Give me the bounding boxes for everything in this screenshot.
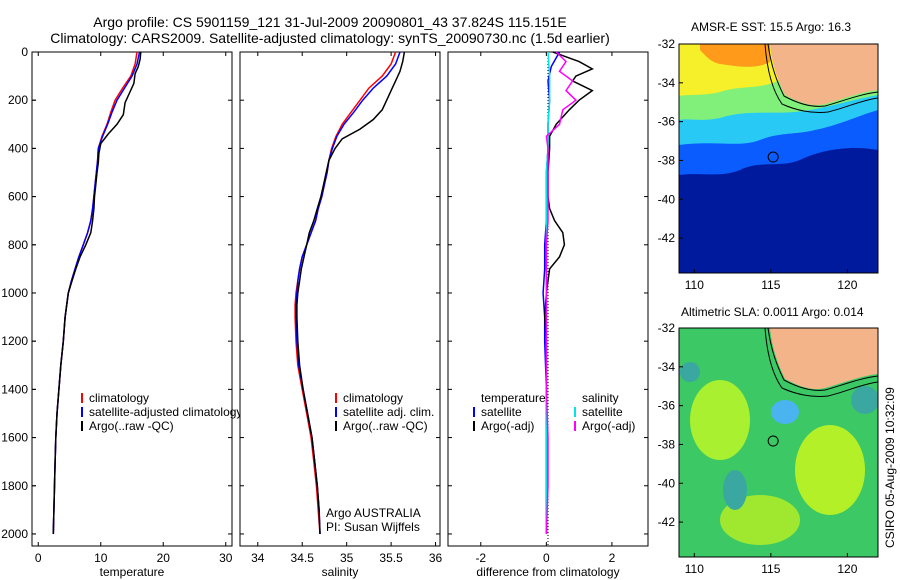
- owner-annotation: Argo AUSTRALIA: [326, 506, 421, 520]
- legend-entry: Argo(..raw -QC): [89, 419, 174, 433]
- sst-isobath: [764, 44, 878, 113]
- sla-blob-5: [723, 470, 747, 510]
- map-y-tick-label: -42: [658, 231, 676, 245]
- legend-entry: satellite-adjusted climatology: [89, 405, 242, 419]
- series-line-salinity-argo-adj-: [545, 51, 578, 535]
- legend-entry: satellite adj. clim.: [343, 405, 434, 419]
- x-tick-label: 35.5: [379, 551, 403, 565]
- map-x-tick-label: 120: [837, 562, 857, 576]
- legend-title-salinity: salinity: [582, 391, 619, 405]
- legend-entry: Argo(..raw -QC): [343, 419, 428, 433]
- legend-entry: satellite: [582, 405, 623, 419]
- depth-tick-label: 800: [8, 238, 28, 252]
- x-tick-label: 2: [609, 551, 616, 565]
- owner-annotation: PI: Susan Wijffels: [326, 520, 420, 534]
- temperature-axes-frame: [31, 51, 233, 547]
- map-y-tick-label: -40: [658, 192, 676, 206]
- x-tick-label: 36: [429, 551, 443, 565]
- sla-map-title: Altimetric SLA: 0.0011 Argo: 0.014: [681, 305, 864, 319]
- salinity-axes-frame: [239, 51, 441, 547]
- sla-blob-2: [795, 425, 865, 515]
- sla-map-frame: [678, 327, 879, 558]
- x-tick-label: 34: [251, 551, 265, 565]
- depth-tick-label: 1200: [1, 334, 28, 348]
- depth-tick-label: 1600: [1, 431, 28, 445]
- legend-entry: Argo(-adj): [481, 419, 534, 433]
- map-y-tick-label: -40: [658, 476, 676, 490]
- header-line-2: Climatology: CARS2009. Satellite-adjuste…: [50, 30, 610, 46]
- salinity-panel: 34 34.5 35 35.5 36 salinity climatologysatelli…: [239, 51, 443, 579]
- map-y-tick-label: -38: [658, 153, 676, 167]
- legend-entry: climatology: [89, 391, 149, 405]
- map-x-tick-label: 120: [837, 278, 857, 292]
- depth-tick-label: 1400: [1, 382, 28, 396]
- x-tick-label: 0: [543, 551, 550, 565]
- map-y-tick-label: -32: [658, 37, 676, 51]
- sst-coastline: [767, 44, 878, 107]
- map-y-tick-label: -34: [658, 360, 676, 374]
- map-y-tick-label: -36: [658, 399, 676, 413]
- depth-tick-label: 0: [21, 45, 28, 59]
- depth-tick-label: 1800: [1, 479, 28, 493]
- x-tick-label: 0: [35, 551, 42, 565]
- sla-blob-1: [690, 380, 750, 460]
- x-axis-label: temperature: [100, 565, 165, 579]
- x-tick-label: 35: [340, 551, 354, 565]
- sst-ocean-hot: [700, 44, 770, 67]
- legend-entry: climatology: [343, 391, 403, 405]
- sla-map: 110 115 120 -32 -34 -36 -38 -40 -42: [658, 321, 879, 576]
- float-position-marker: [767, 151, 779, 163]
- x-axis-label: salinity: [322, 565, 359, 579]
- x-tick-label: 34.5: [291, 551, 315, 565]
- series-line-argo-raw-qc-: [52, 51, 142, 535]
- x-tick-label: 20: [157, 551, 171, 565]
- sst-map-frame: [678, 43, 879, 274]
- sla-land: [770, 328, 878, 390]
- depth-tick-label: 400: [8, 141, 28, 155]
- sla-coastline: [767, 328, 878, 391]
- map-x-tick-label: 110: [685, 562, 704, 576]
- legend-title-temperature: temperature: [481, 391, 546, 405]
- map-y-tick-label: -38: [658, 437, 676, 451]
- map-y-tick-label: -32: [658, 321, 676, 335]
- map-y-tick-label: -42: [658, 515, 676, 529]
- depth-tick-label: 200: [8, 93, 28, 107]
- legend-entry: satellite: [481, 405, 522, 419]
- depth-tick-label: 1000: [1, 286, 28, 300]
- x-axis-label: difference from climatology: [476, 565, 619, 579]
- sla-blob-4: [771, 400, 799, 424]
- x-tick-label: 10: [94, 551, 108, 565]
- sst-map: 110 115 120 -32 -34 -36 -38 -40 -42: [658, 37, 879, 292]
- map-x-tick-label: 115: [761, 562, 780, 576]
- series-line-argo-raw-qc-: [296, 51, 406, 535]
- sst-map-title: AMSR-E SST: 15.5 Argo: 16.3: [691, 20, 852, 34]
- map-y-tick-label: -34: [658, 76, 676, 90]
- header-line-1: Argo profile: CS 5901159_121 31-Jul-2009…: [93, 14, 567, 30]
- map-x-tick-label: 110: [685, 278, 704, 292]
- sla-blob-7: [680, 362, 700, 382]
- depth-tick-label: 600: [8, 190, 28, 204]
- sla-blob-6: [851, 386, 878, 414]
- credit-stamp: CSIRO 05-Aug-2009 10:32:09: [883, 387, 897, 548]
- x-tick-label: -2: [475, 551, 486, 565]
- x-tick-label: 30: [219, 551, 233, 565]
- float-position-marker: [767, 435, 779, 447]
- sla-isobath: [764, 328, 878, 397]
- map-x-tick-label: 115: [761, 278, 780, 292]
- sst-land: [770, 44, 878, 106]
- map-y-tick-label: -36: [658, 115, 676, 129]
- depth-tick-label: 2000: [1, 527, 28, 541]
- temperature-panel: 0 10 20 30 temperature climatologysatellite-a…: [31, 51, 242, 579]
- legend-entry: Argo(-adj): [582, 419, 635, 433]
